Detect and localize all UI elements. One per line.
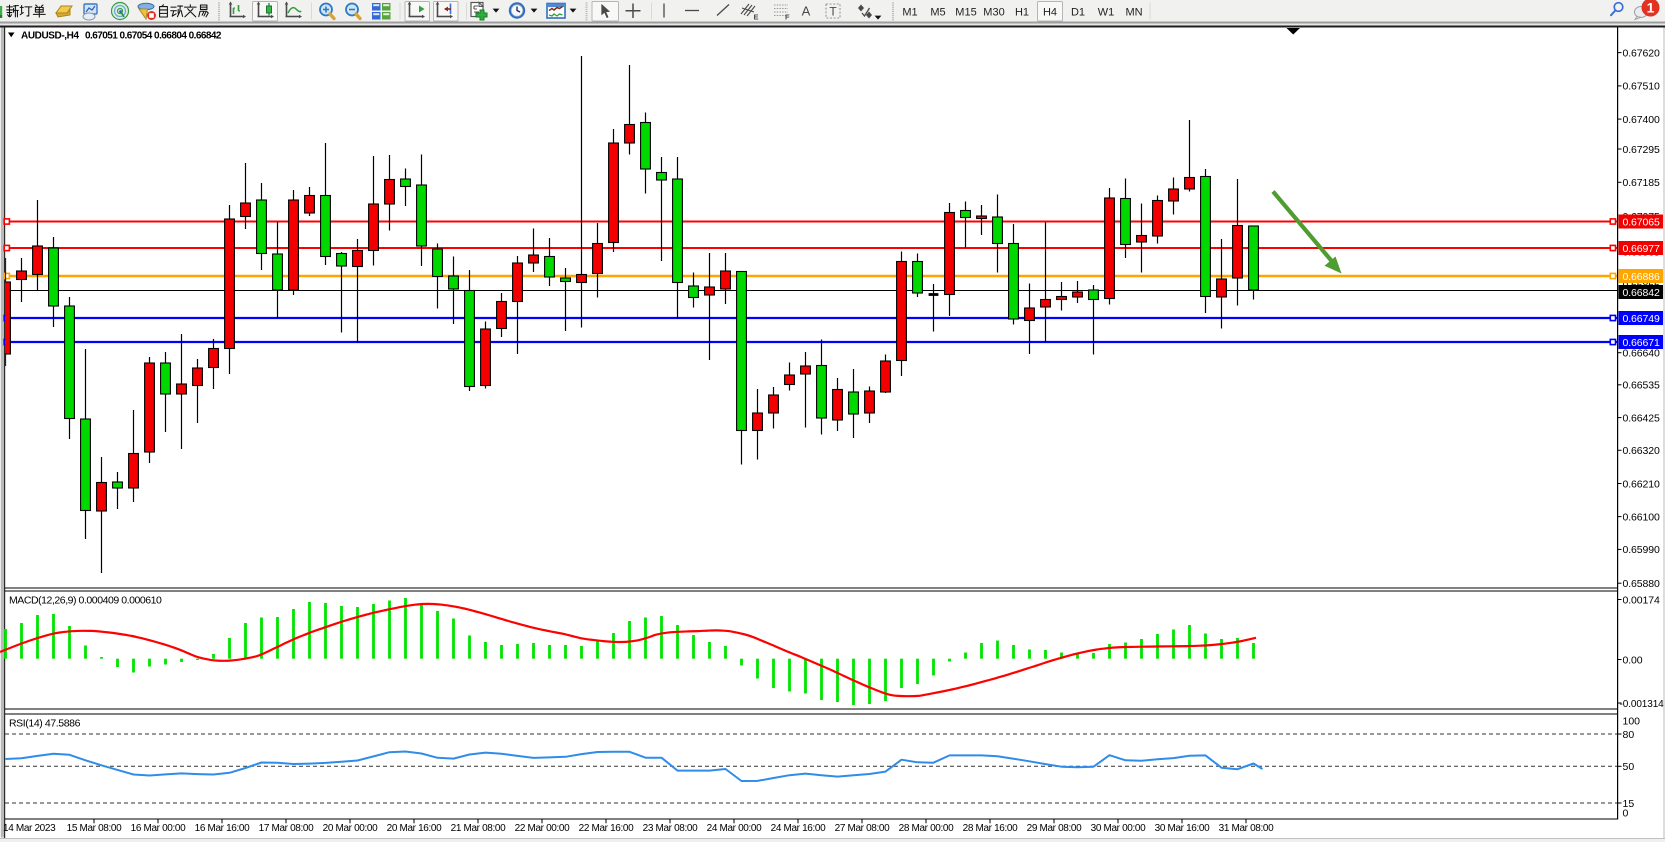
- svg-text:MN: MN: [1125, 6, 1142, 18]
- svg-text:T: T: [829, 5, 837, 19]
- svg-text:15 Mar 08:00: 15 Mar 08:00: [67, 823, 123, 834]
- svg-text:31 Mar 08:00: 31 Mar 08:00: [1219, 823, 1275, 834]
- svg-text:0: 0: [1623, 807, 1629, 819]
- svg-text:A: A: [802, 4, 811, 19]
- svg-text:28 Mar 16:00: 28 Mar 16:00: [963, 823, 1019, 834]
- svg-text:W1: W1: [1098, 6, 1115, 18]
- svg-text:0.66100: 0.66100: [1623, 511, 1661, 523]
- svg-text:MACD(12,26,9) 0.000409 0.00061: MACD(12,26,9) 0.000409 0.000610: [9, 595, 162, 607]
- svg-text:30 Mar 16:00: 30 Mar 16:00: [1155, 823, 1211, 834]
- svg-text:20 Mar 16:00: 20 Mar 16:00: [387, 823, 443, 834]
- svg-text:M30: M30: [983, 6, 1004, 18]
- svg-text:0.66210: 0.66210: [1623, 478, 1661, 490]
- svg-text:30 Mar 00:00: 30 Mar 00:00: [1091, 823, 1147, 834]
- svg-text:16 Mar 16:00: 16 Mar 16:00: [195, 823, 251, 834]
- svg-text:24 Mar 00:00: 24 Mar 00:00: [707, 823, 763, 834]
- svg-text:23 Mar 08:00: 23 Mar 08:00: [643, 823, 699, 834]
- svg-text:27 Mar 08:00: 27 Mar 08:00: [835, 823, 891, 834]
- svg-text:21 Mar 08:00: 21 Mar 08:00: [451, 823, 507, 834]
- svg-text:80: 80: [1623, 729, 1635, 741]
- svg-text:0.67185: 0.67185: [1623, 177, 1661, 189]
- svg-text:E: E: [754, 13, 759, 22]
- svg-text:100: 100: [1623, 715, 1641, 727]
- svg-text:0.65990: 0.65990: [1623, 544, 1661, 556]
- svg-text:0.67620: 0.67620: [1623, 47, 1661, 59]
- svg-text:1: 1: [1647, 0, 1655, 16]
- svg-text:0.66425: 0.66425: [1623, 412, 1661, 424]
- svg-text:0.00: 0.00: [1623, 654, 1643, 666]
- svg-text:50: 50: [1623, 761, 1635, 773]
- svg-text:H1: H1: [1015, 6, 1029, 18]
- svg-text:20 Mar 00:00: 20 Mar 00:00: [323, 823, 379, 834]
- svg-text:0.67065: 0.67065: [1623, 216, 1661, 228]
- svg-text:0.66886: 0.66886: [1623, 271, 1661, 283]
- svg-text:17 Mar 08:00: 17 Mar 08:00: [259, 823, 315, 834]
- svg-text:0.67295: 0.67295: [1623, 144, 1661, 156]
- svg-text:0.66320: 0.66320: [1623, 445, 1661, 457]
- svg-text:AUDUSD-,H4: AUDUSD-,H4: [21, 31, 80, 42]
- svg-text:0.67510: 0.67510: [1623, 81, 1661, 93]
- svg-text:24 Mar 16:00: 24 Mar 16:00: [771, 823, 827, 834]
- svg-text:0.66671: 0.66671: [1623, 337, 1661, 349]
- svg-text:D1: D1: [1071, 6, 1085, 18]
- svg-text:0.66749: 0.66749: [1623, 313, 1661, 325]
- svg-text:M5: M5: [930, 6, 945, 18]
- svg-text:M15: M15: [955, 6, 976, 18]
- svg-text:H4: H4: [1043, 6, 1057, 18]
- svg-text:28 Mar 00:00: 28 Mar 00:00: [899, 823, 955, 834]
- svg-text:0.67400: 0.67400: [1623, 114, 1661, 126]
- svg-text:22 Mar 00:00: 22 Mar 00:00: [515, 823, 571, 834]
- svg-text:0.00174: 0.00174: [1623, 594, 1661, 606]
- svg-text:14 Mar 2023: 14 Mar 2023: [3, 823, 56, 834]
- svg-text:M1: M1: [902, 6, 917, 18]
- svg-text:0.66977: 0.66977: [1623, 243, 1661, 255]
- svg-text:-0.001314: -0.001314: [1620, 699, 1665, 710]
- svg-text:0.67051 0.67054 0.66804 0.6684: 0.67051 0.67054 0.66804 0.66842: [85, 31, 222, 42]
- svg-text:16 Mar 00:00: 16 Mar 00:00: [131, 823, 187, 834]
- svg-text:F: F: [785, 13, 790, 22]
- svg-text:0.66640: 0.66640: [1623, 348, 1661, 360]
- svg-text:0.65880: 0.65880: [1623, 578, 1661, 590]
- svg-text:0.66842: 0.66842: [1623, 287, 1661, 299]
- svg-text:22 Mar 16:00: 22 Mar 16:00: [579, 823, 635, 834]
- svg-text:15: 15: [1623, 798, 1635, 810]
- svg-text:29 Mar 08:00: 29 Mar 08:00: [1027, 823, 1083, 834]
- svg-text:0.66535: 0.66535: [1623, 380, 1661, 392]
- svg-text:RSI(14) 47.5886: RSI(14) 47.5886: [9, 718, 81, 730]
